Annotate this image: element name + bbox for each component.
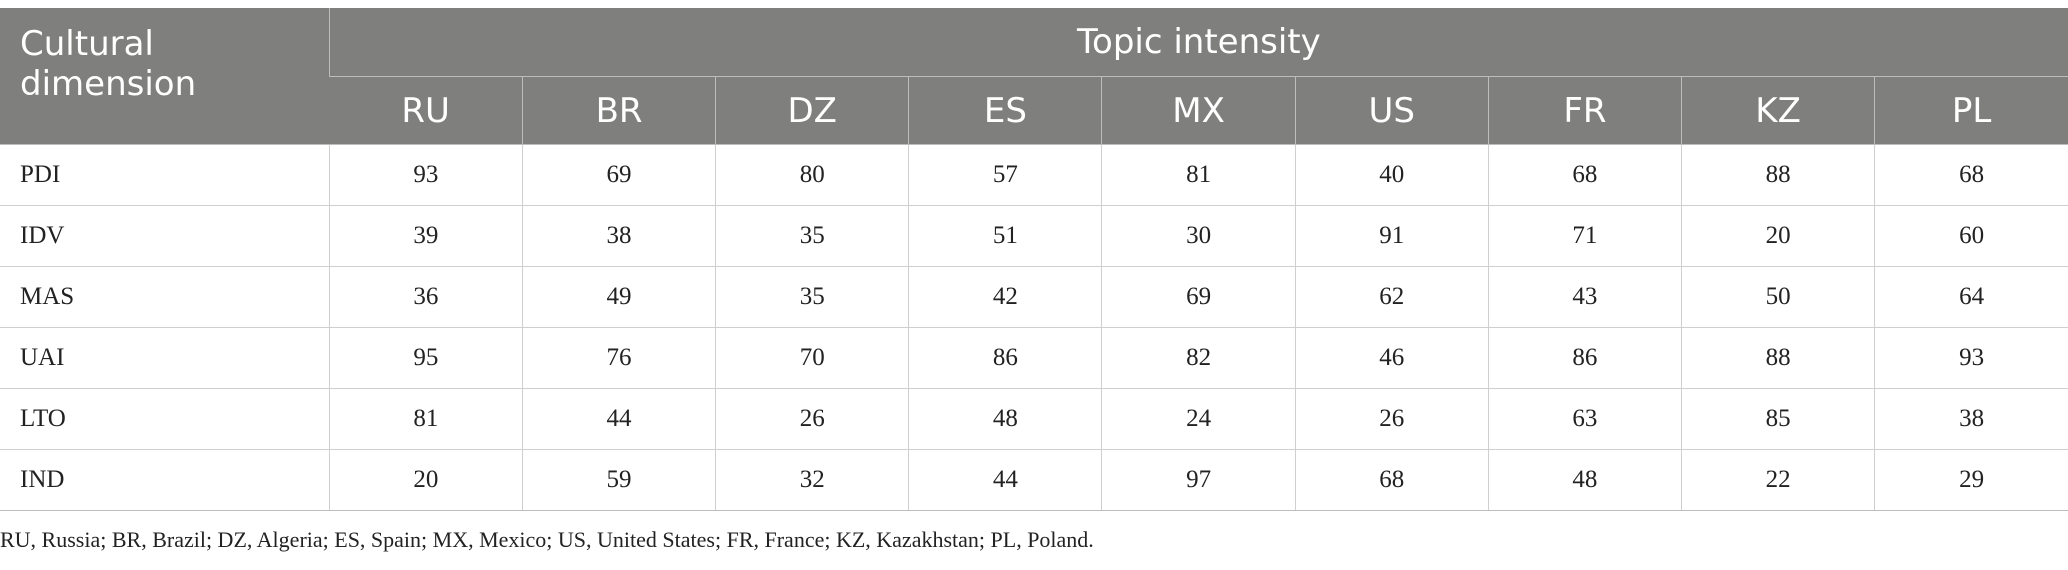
table-cell: 69 [521, 144, 716, 206]
table-cell: 85 [1680, 388, 1875, 450]
table-cell: 46 [1294, 327, 1489, 389]
data-table-container: Cultural dimension Topic intensity RU BR D… [0, 8, 2068, 511]
table-cell: 38 [1874, 388, 2068, 450]
table-cell: 22 [1680, 449, 1875, 511]
column-header-es: ES [908, 76, 1102, 145]
cultural-dimension-header: Cultural dimension [0, 8, 330, 145]
table-cell: 62 [1294, 266, 1489, 328]
table-cell: 81 [1101, 144, 1296, 206]
row-label: IND [0, 449, 330, 511]
header-row-group: Cultural dimension Topic intensity [0, 8, 2068, 145]
column-header-ru: RU [329, 76, 523, 145]
cultural-dimension-table: Cultural dimension Topic intensity RU BR D… [0, 8, 2068, 511]
row-label: UAI [0, 327, 330, 389]
table-cell: 35 [715, 205, 909, 267]
table-cell: 48 [908, 388, 1102, 450]
table-cell: 26 [715, 388, 909, 450]
table-cell: 40 [1294, 144, 1489, 206]
table-cell: 20 [328, 449, 523, 511]
table-cell: 57 [908, 144, 1102, 206]
row-label: LTO [0, 388, 330, 450]
column-header-kz: KZ [1680, 76, 1875, 145]
table-row: LTO 81 44 26 48 24 26 63 85 38 [0, 388, 2068, 450]
header-row-countries: RU BR DZ ES MX US FR KZ PL [0, 76, 2068, 145]
table-cell: 81 [328, 388, 523, 450]
table-cell: 59 [521, 449, 716, 511]
table-cell: 32 [715, 449, 909, 511]
table-cell: 88 [1680, 144, 1875, 206]
table-row: UAI 95 76 70 86 82 46 86 88 93 [0, 327, 2068, 389]
table-cell: 44 [908, 449, 1102, 511]
table-cell: 36 [328, 266, 523, 328]
table-cell: 60 [1874, 205, 2068, 267]
table-cell: 93 [328, 144, 523, 206]
column-header-us: US [1294, 76, 1489, 145]
table-cell: 82 [1101, 327, 1296, 389]
row-label: MAS [0, 266, 330, 328]
row-label: IDV [0, 205, 330, 267]
table-cell: 51 [908, 205, 1102, 267]
table-cell: 26 [1294, 388, 1489, 450]
table-cell: 42 [908, 266, 1102, 328]
column-header-fr: FR [1487, 76, 1682, 145]
table-cell: 64 [1874, 266, 2068, 328]
table-cell: 39 [328, 205, 523, 267]
column-header-dz: DZ [715, 76, 909, 145]
table-cell: 29 [1874, 449, 2068, 511]
table-cell: 50 [1680, 266, 1875, 328]
table-header: Cultural dimension Topic intensity RU BR D… [0, 8, 2068, 145]
table-row: PDI 93 69 80 57 81 40 68 88 68 [0, 144, 2068, 206]
table-row: IDV 39 38 35 51 30 91 71 20 60 [0, 205, 2068, 267]
table-cell: 76 [521, 327, 716, 389]
table-footnote: RU, Russia; BR, Brazil; DZ, Algeria; ES,… [0, 527, 1094, 552]
table-row: MAS 36 49 35 42 69 62 43 50 64 [0, 266, 2068, 328]
table-row: IND 20 59 32 44 97 68 48 22 29 [0, 449, 2068, 511]
table-cell: 68 [1874, 144, 2068, 206]
table-cell: 44 [521, 388, 716, 450]
table-cell: 86 [1487, 327, 1682, 389]
row-label: PDI [0, 144, 330, 206]
table-cell: 30 [1101, 205, 1296, 267]
table-cell: 38 [521, 205, 716, 267]
table-cell: 24 [1101, 388, 1296, 450]
table-cell: 63 [1487, 388, 1682, 450]
table-cell: 68 [1294, 449, 1489, 511]
table-cell: 88 [1680, 327, 1875, 389]
table-cell: 97 [1101, 449, 1296, 511]
table-cell: 71 [1487, 205, 1682, 267]
table-cell: 68 [1487, 144, 1682, 206]
table-body: PDI 93 69 80 57 81 40 68 88 68 IDV 39 38 35 51 30 91 71 20… [0, 144, 2068, 511]
table-cell: 95 [328, 327, 523, 389]
column-header-mx: MX [1101, 76, 1296, 145]
table-cell: 70 [715, 327, 909, 389]
table-cell: 91 [1294, 205, 1489, 267]
table-cell: 49 [521, 266, 716, 328]
table-cell: 86 [908, 327, 1102, 389]
table-cell: 20 [1680, 205, 1875, 267]
table-cell: 35 [715, 266, 909, 328]
table-cell: 80 [715, 144, 909, 206]
table-cell: 69 [1101, 266, 1296, 328]
table-cell: 43 [1487, 266, 1682, 328]
table-cell: 48 [1487, 449, 1682, 511]
column-header-pl: PL [1874, 76, 2068, 145]
column-header-br: BR [521, 76, 716, 145]
table-cell: 93 [1874, 327, 2068, 389]
topic-intensity-header: Topic intensity [328, 8, 2068, 77]
